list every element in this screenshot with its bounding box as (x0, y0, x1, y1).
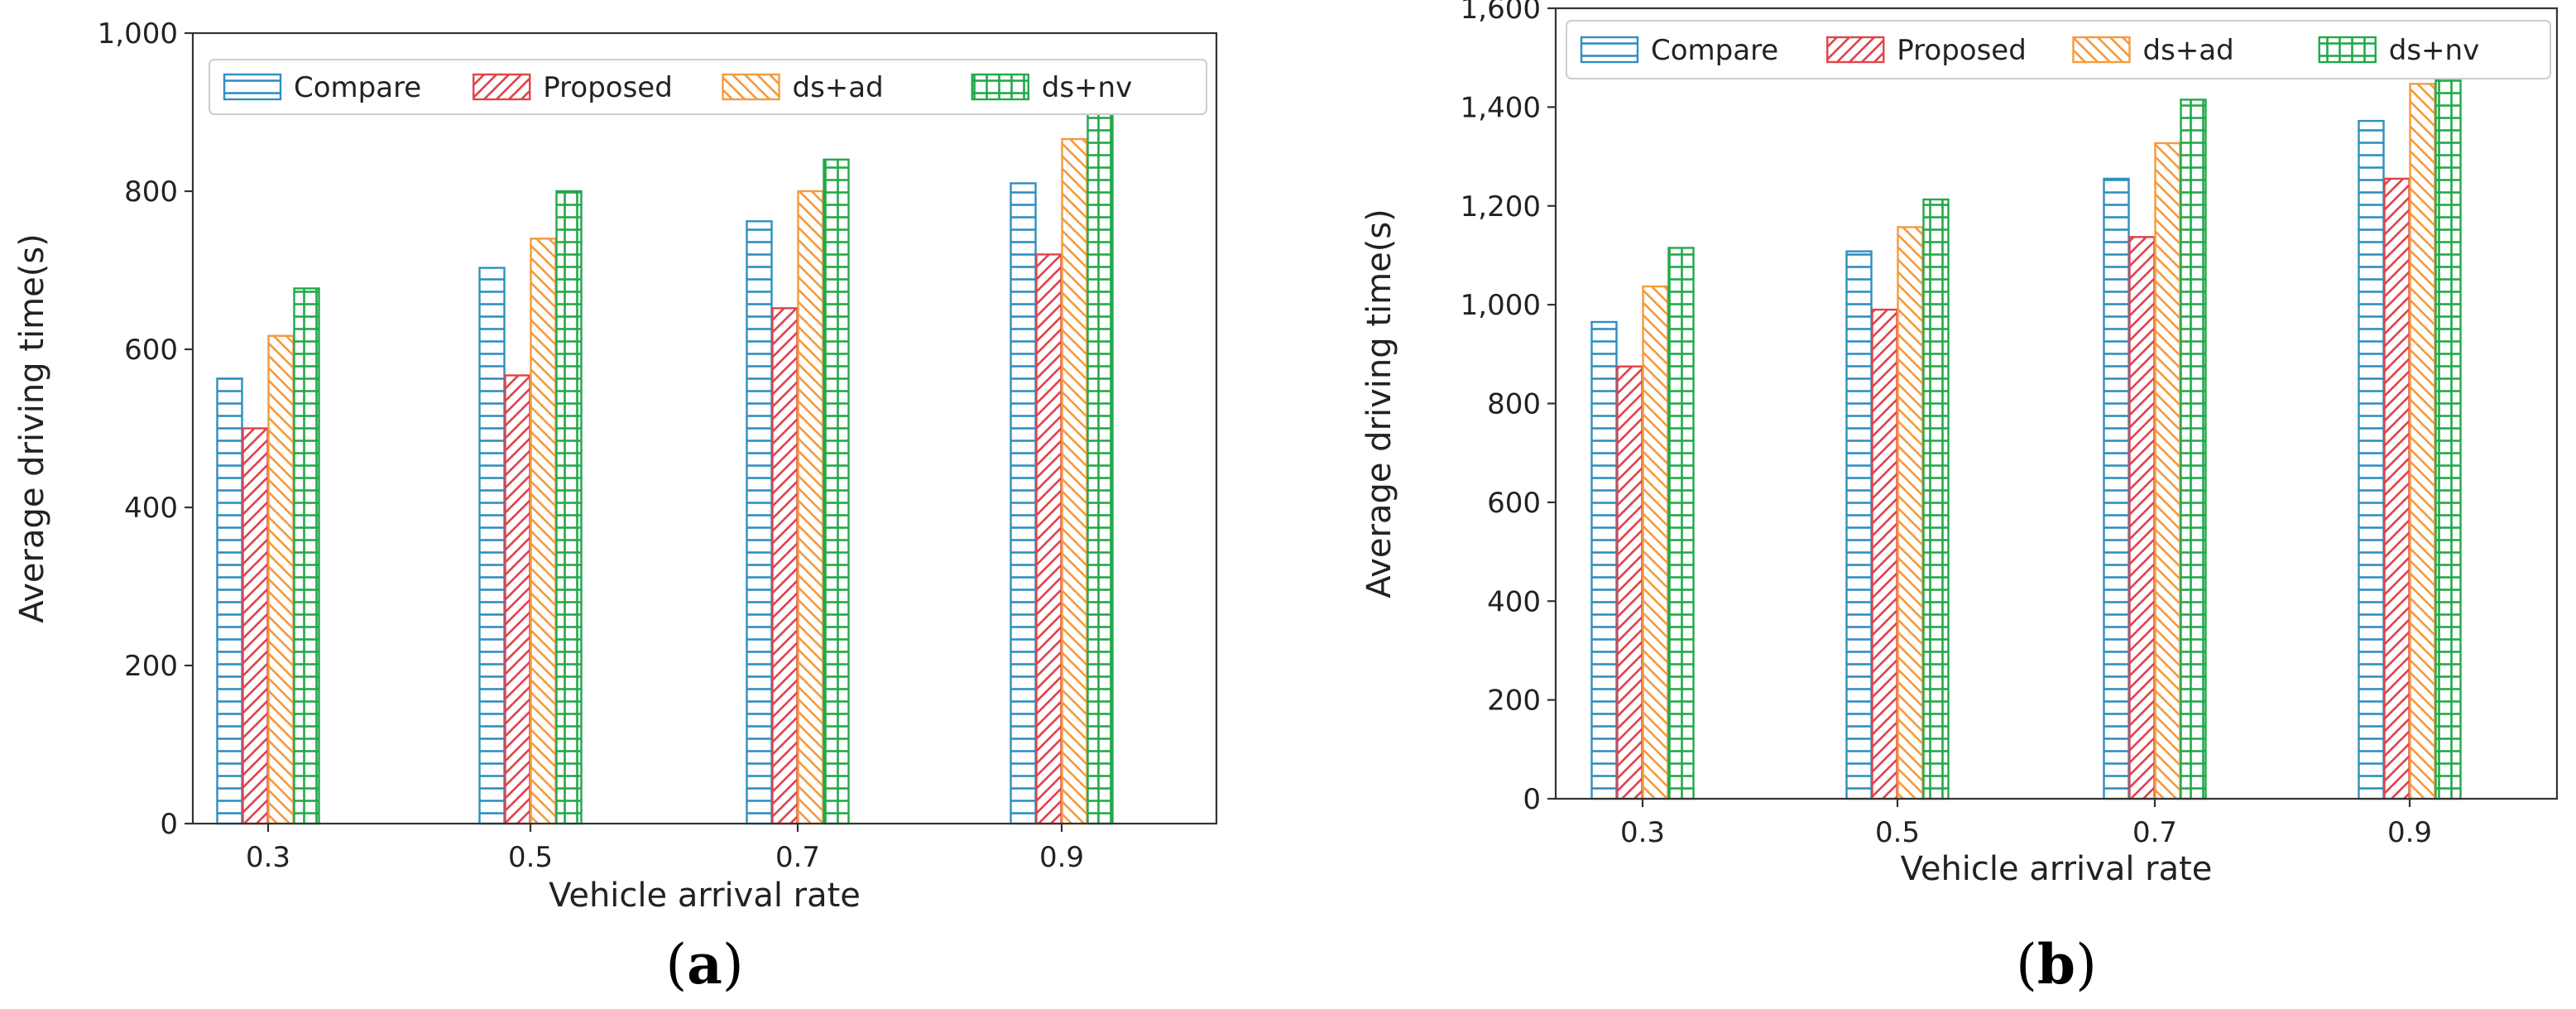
y-axis-title: Average driving time(s) (1360, 209, 1398, 598)
legend-swatch-ds-nv (2318, 36, 2377, 64)
y-tick-label: 200 (1487, 685, 1541, 718)
bar-proposed-0-5 (1871, 308, 1898, 800)
y-tick-label: 1,600 (1461, 0, 1541, 26)
bar-proposed-0-7 (2128, 236, 2156, 800)
bar-ds-ad-0-7 (797, 190, 824, 825)
legend-label-ds-ad: ds+ad (793, 71, 884, 104)
legend-label-proposed: Proposed (1897, 34, 2027, 67)
bar-compare-0-5 (478, 267, 506, 825)
legend-box (209, 59, 1207, 115)
bar-ds-nv-0-3 (293, 287, 320, 825)
bar-ds-ad-0-5 (1897, 226, 1924, 800)
bar-proposed-0-9 (1035, 253, 1063, 825)
x-tick-label: 0.7 (2132, 816, 2177, 849)
legend-label-proposed: Proposed (543, 71, 673, 104)
y-tick-label: 400 (1487, 585, 1541, 618)
bar-compare-0-9 (2358, 119, 2385, 800)
y-tick-label: 1,400 (1461, 91, 1541, 124)
x-tick-label: 0.9 (1039, 841, 1084, 874)
panel-label: (a) (665, 932, 743, 997)
y-tick-label: 400 (124, 492, 178, 525)
x-tick-label: 0.3 (246, 841, 290, 874)
legend-label-ds-ad: ds+ad (2143, 34, 2234, 67)
y-tick-label: 0 (1523, 783, 1541, 816)
y-tick-label: 1,000 (98, 17, 178, 50)
bar-compare-0-9 (1010, 182, 1037, 825)
x-tick-label: 0.3 (1620, 816, 1665, 849)
chart-panel-a: 0 200 400 600 800 1,000 0.3 0.5 0.7 0.9 Vehicle ar… (13, 17, 1218, 997)
bar-proposed-0-7 (771, 307, 799, 825)
x-tick-label: 0.9 (2387, 816, 2432, 849)
y-tick-label: 0 (160, 808, 178, 841)
bar-ds-nv-0-9 (2434, 46, 2462, 800)
y-tick-label: 1,200 (1461, 190, 1541, 223)
bar-compare-0-7 (2103, 177, 2130, 800)
bar-ds-ad-0-7 (2154, 142, 2181, 800)
y-axis-title: Average driving time(s) (13, 233, 51, 623)
legend-label-compare: Compare (294, 71, 421, 104)
bar-proposed-0-5 (504, 374, 531, 825)
x-axis-title: Vehicle arrival rate (549, 877, 861, 915)
legend-swatch-ds-nv (971, 73, 1029, 101)
bar-ds-ad-0-9 (2409, 83, 2436, 800)
legend-label-ds-nv: ds+nv (2389, 34, 2479, 67)
bar-ds-nv-0-7 (823, 158, 850, 825)
panel-label: (b) (2016, 932, 2097, 997)
bar-compare-0-3 (1590, 320, 1618, 800)
x-tick-label: 0.7 (775, 841, 820, 874)
bar-compare-0-3 (216, 377, 243, 825)
legend-swatch-proposed (1826, 36, 1885, 64)
legend-label-compare: Compare (1651, 34, 1778, 67)
y-tick-label: 200 (124, 650, 178, 683)
plot-frame (191, 31, 1218, 825)
y-tick-label: 600 (1487, 487, 1541, 520)
bar-proposed-0-3 (1616, 365, 1643, 800)
chart-panel-b: 0 200 400 600 800 1,000 1,200 1,400 1,600 0.3 0.5 0… (1360, 0, 2559, 997)
bar-ds-nv-0-9 (1087, 103, 1114, 825)
y-tick-label: 600 (124, 334, 178, 367)
legend-swatch-ds-ad (722, 73, 780, 101)
legend-swatch-compare (223, 73, 282, 101)
x-tick-label: 0.5 (1875, 816, 1920, 849)
bar-proposed-0-9 (2383, 177, 2411, 800)
x-tick-label: 0.5 (508, 841, 553, 874)
y-tick-label: 800 (1487, 388, 1541, 421)
legend-label-ds-nv: ds+nv (1042, 71, 1132, 104)
x-axis-title: Vehicle arrival rate (1901, 850, 2213, 888)
bar-compare-0-7 (746, 220, 773, 825)
bar-ds-ad-0-9 (1061, 137, 1088, 825)
bar-ds-ad-0-3 (1642, 285, 1669, 800)
y-tick-label: 1,000 (1461, 289, 1541, 322)
legend-swatch-ds-ad (2072, 36, 2131, 64)
bar-proposed-0-3 (242, 427, 269, 825)
legend-swatch-compare (1580, 36, 1639, 64)
legend-swatch-proposed (473, 73, 531, 101)
bar-ds-ad-0-3 (267, 334, 295, 825)
bar-ds-nv-0-3 (1667, 247, 1695, 800)
bar-ds-nv-0-5 (1922, 198, 1950, 800)
bar-ds-nv-0-5 (555, 190, 583, 825)
bar-compare-0-5 (1845, 250, 1873, 800)
bar-ds-nv-0-7 (2180, 98, 2207, 800)
legend-box (1566, 20, 2551, 79)
y-tick-label: 800 (124, 175, 178, 209)
bar-ds-ad-0-5 (530, 238, 557, 825)
